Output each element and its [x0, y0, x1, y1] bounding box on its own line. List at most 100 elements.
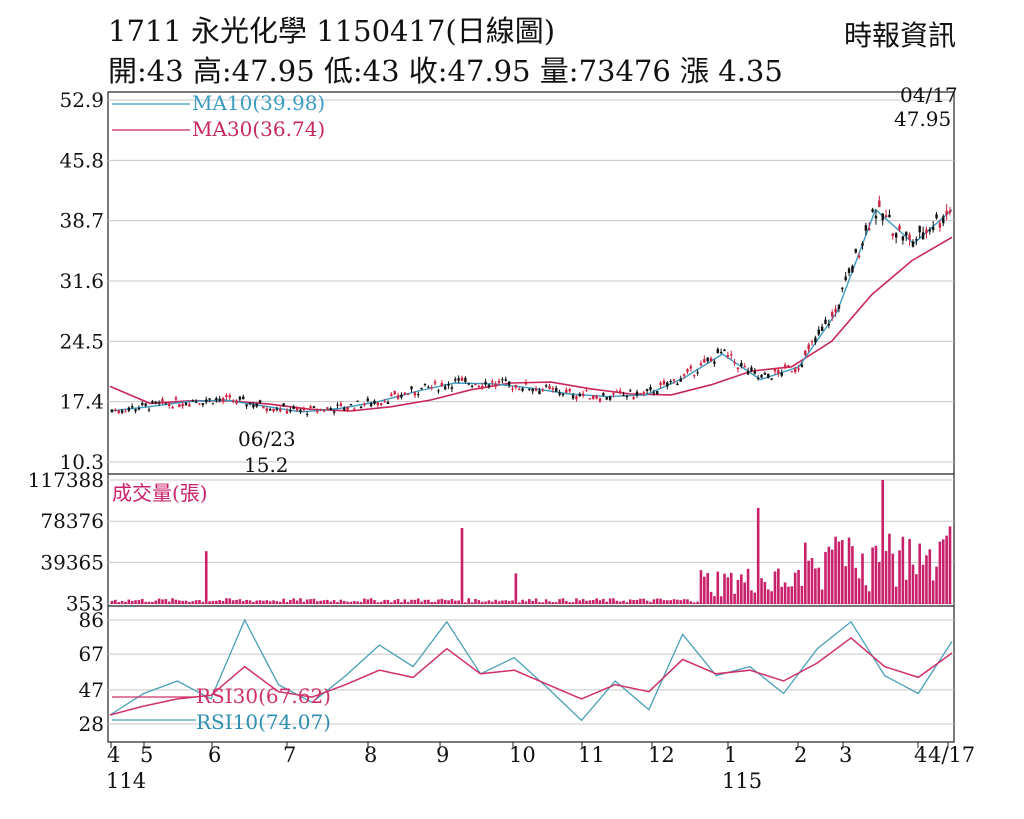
candle-body [393, 391, 396, 395]
volume-bar [531, 600, 534, 604]
candle-body [837, 304, 841, 309]
candle-body [316, 410, 319, 413]
volume-bar [945, 535, 948, 604]
volume-bar [376, 602, 380, 604]
volume-bar [484, 601, 487, 604]
candle-body [534, 388, 538, 391]
volume-bar [632, 599, 635, 604]
candle-body [635, 391, 639, 396]
volume-bar [262, 600, 265, 604]
volume-bar [655, 598, 659, 604]
volume-bar [309, 599, 312, 604]
volume-bar [248, 600, 252, 604]
candle-body [427, 386, 430, 388]
candle-body [312, 406, 316, 408]
candle-body [420, 388, 423, 390]
volume-bar [289, 599, 292, 604]
candle-body [326, 407, 329, 410]
volume-bar [218, 600, 221, 604]
volume-bar [215, 600, 218, 604]
volume-bar [908, 539, 911, 604]
candle-body [817, 329, 820, 335]
price-ytick-label: 38.7 [59, 209, 104, 233]
candle-body [804, 350, 807, 355]
month-tick-label: 4 [107, 743, 120, 767]
volume-bar [672, 599, 676, 604]
candle-body [168, 403, 171, 406]
candle-body [279, 409, 282, 412]
candle-body [474, 384, 477, 386]
volume-bar [830, 549, 834, 604]
year-label: 115 [722, 769, 762, 793]
volume-bar [272, 600, 275, 604]
ma10-line [109, 208, 953, 413]
volume-bar [477, 600, 481, 604]
volume-bar [699, 570, 703, 604]
volume-bar [194, 600, 198, 604]
candle-body [127, 407, 131, 411]
candle-body [851, 266, 854, 273]
candle-body [403, 392, 406, 395]
candle-body [507, 381, 511, 386]
volume-bar [353, 601, 356, 604]
volume-bar [915, 574, 918, 604]
price-ytick-label: 24.5 [59, 329, 104, 353]
candle-body [235, 400, 238, 404]
volume-bar [575, 598, 578, 604]
candle-body [827, 323, 831, 326]
volume-bar [891, 553, 895, 604]
volume-bar [464, 602, 467, 604]
volume-bar [154, 600, 158, 604]
candle-body [117, 410, 120, 413]
candle-body [894, 233, 898, 238]
volume-bar [827, 546, 831, 604]
candle-body [470, 385, 474, 387]
volume-bar [396, 598, 400, 604]
volume-bar [578, 600, 582, 604]
candle-body [622, 394, 625, 396]
volume-bar [938, 541, 942, 604]
candle-body [343, 407, 346, 411]
candle-body [783, 364, 787, 367]
candle-body [248, 402, 252, 404]
price-ytick-label: 52.9 [59, 88, 104, 112]
candle-body [369, 403, 373, 407]
candle-body [723, 349, 726, 352]
volume-bar [921, 564, 925, 604]
volume-bar [925, 555, 928, 604]
volume-bar [258, 600, 262, 604]
candle-body [753, 371, 757, 374]
candle-body [931, 226, 935, 230]
volume-bar [211, 600, 215, 604]
candle-body [719, 351, 723, 354]
volume-bar [336, 602, 339, 604]
month-tick-label: 2 [794, 743, 807, 767]
volume-bar [406, 601, 410, 604]
candle-body [948, 210, 952, 213]
volume-bar [642, 598, 646, 604]
candle-body [302, 408, 306, 411]
volume-bar [669, 600, 672, 604]
volume-bar [824, 551, 827, 604]
volume-bar [888, 533, 891, 604]
volume-bar [164, 599, 168, 604]
candle-body [262, 406, 265, 409]
candle-body [339, 403, 343, 407]
volume-bar [430, 601, 434, 604]
candle-body [908, 234, 911, 240]
candle-body [511, 388, 514, 390]
volume-bar [383, 599, 386, 604]
volume-bar [814, 568, 817, 604]
volume-bar [487, 600, 491, 604]
volume-bar [386, 599, 390, 604]
volume-bar [208, 601, 211, 604]
volume-bar [403, 599, 407, 604]
month-tick-label: 7 [283, 743, 296, 767]
volume-bar [904, 579, 908, 604]
candle-body [491, 381, 494, 383]
volume-bar [571, 602, 575, 604]
candlesticks [110, 195, 952, 417]
candle-body [400, 394, 403, 398]
volume-bar [844, 566, 847, 604]
volume-bar [302, 601, 306, 604]
